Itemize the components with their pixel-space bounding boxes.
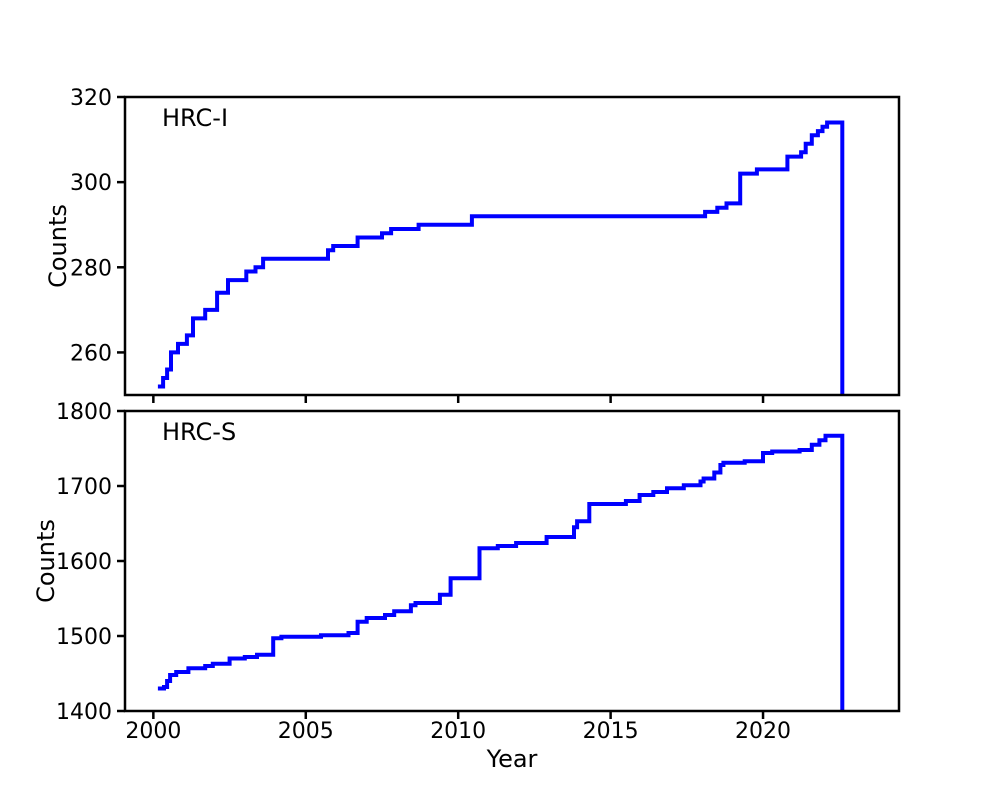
y-tick-label: 280	[70, 256, 112, 281]
plot-area	[123, 409, 901, 713]
panel-label-hrc-i: HRC-I	[162, 104, 228, 132]
x-axis-label: Year	[486, 745, 538, 773]
x-tick-label: 2020	[735, 719, 791, 744]
y-tick-label: 260	[70, 341, 112, 366]
y-axis-label-top: Counts	[44, 204, 72, 288]
panel-hrc-i: 260 280 300 320	[70, 86, 901, 403]
panel-hrc-s: 1400 1500 1600 1700 1800 2000 2005 2010 2015 2020	[56, 400, 901, 744]
y-tick-label: 1800	[56, 400, 112, 425]
series-line-hrc-i	[157, 120, 845, 395]
y-axis-label-bottom: Counts	[32, 519, 60, 603]
panel-label-hrc-s: HRC-S	[162, 418, 236, 446]
y-tick-label: 300	[70, 171, 112, 196]
y-tick-label: 1400	[56, 700, 112, 725]
x-tick-label: 2005	[278, 719, 334, 744]
y-tick-label: 1600	[56, 550, 112, 575]
y-tick-label: 1500	[56, 625, 112, 650]
x-tick-label: 2000	[125, 719, 181, 744]
y-tick-label: 320	[70, 86, 112, 111]
x-tick-label: 2015	[583, 719, 639, 744]
y-tick-label: 1700	[56, 475, 112, 500]
x-tick-label: 2010	[430, 719, 486, 744]
series-line-hrc-s	[157, 433, 845, 711]
plot-area	[123, 95, 901, 397]
